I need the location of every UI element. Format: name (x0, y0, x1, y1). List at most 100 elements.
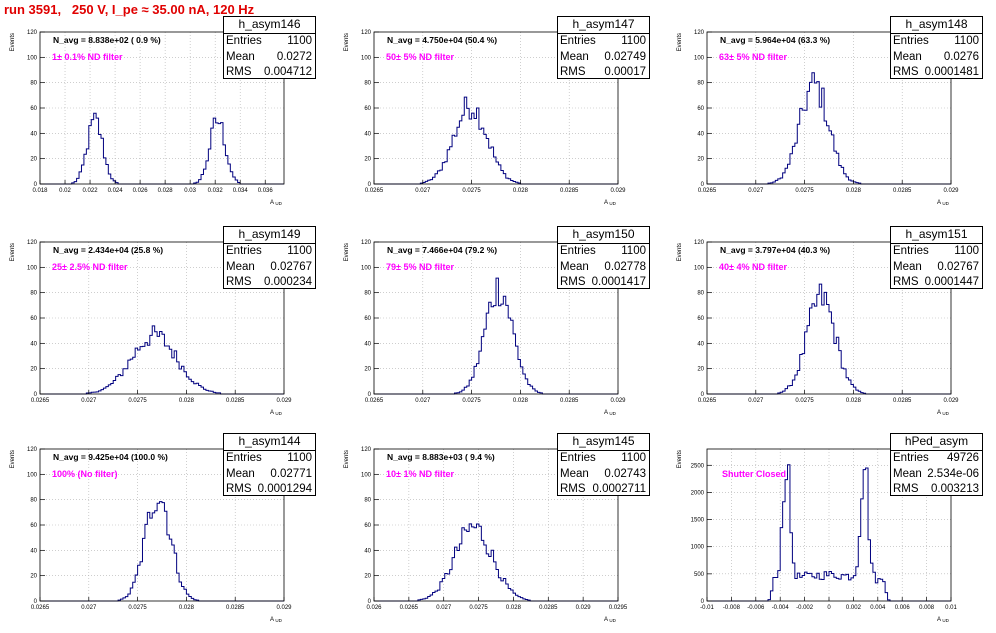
y-tick-label: 80 (364, 498, 371, 504)
x-tick-label: 0.0275 (128, 605, 147, 611)
x-tick-label: 0.029 (943, 188, 959, 194)
filter-annotation: 100% (No filter) (52, 469, 118, 479)
histogram-panel: 0.0265 0.027 0.0275 0.028 0.0285 0.029 0 20 40 60… (667, 226, 995, 426)
x-tick-label: 0.0265 (365, 398, 384, 404)
stat-rms-label: RMS (560, 483, 586, 495)
y-tick-label: 120 (27, 447, 38, 453)
histogram-plot: 0.018 0.02 0.022 0.024 0.026 0.028 0.03 0.032 0.… (10, 30, 285, 206)
stats-box: hPed_asym Entries 49726 Mean 2.534e-06 RMS 0.0… (890, 433, 983, 496)
x-tick-label: 0.029 (610, 398, 626, 404)
y-tick-label: 20 (364, 157, 371, 163)
x-tick-label: 0.02 (59, 188, 71, 194)
y-tick-label: 100 (361, 472, 372, 478)
x-tick-label: 0.0275 (795, 398, 814, 404)
stat-entries-label: Entries (560, 245, 596, 257)
y-tick-label: 1000 (691, 545, 705, 551)
y-tick-label: 100 (361, 55, 372, 61)
x-tick-label: 0.0285 (226, 398, 245, 404)
x-tick-label: 0.002 (846, 605, 862, 611)
x-tick-label: 0.0275 (462, 188, 481, 194)
x-tick-label: 0.027 (748, 188, 764, 194)
histogram-series (40, 325, 284, 395)
x-tick-label: 0.006 (895, 605, 911, 611)
stat-rms-value: 0.0002711 (592, 483, 646, 495)
histogram-panel: 0.0265 0.027 0.0275 0.028 0.0285 0.029 0 20 40 60… (334, 226, 662, 426)
filter-annotation: 10± 1% ND filter (386, 469, 454, 479)
stat-entries-value: 1100 (287, 35, 312, 47)
x-tick-label: 0.029 (276, 605, 292, 611)
y-tick-label: 40 (697, 341, 704, 347)
stat-entries-label: Entries (893, 245, 929, 257)
histogram-panel: 0.018 0.02 0.022 0.024 0.026 0.028 0.03 0.032 0.… (0, 16, 328, 216)
stat-mean-label: Mean (893, 467, 922, 480)
x-tick-label: 0.029 (610, 188, 626, 194)
x-tick-label: -0.01 (700, 605, 714, 611)
x-tick-label: 0.008 (919, 605, 935, 611)
x-tick-label: -0.008 (723, 605, 741, 611)
y-tick-label: 20 (697, 157, 704, 163)
stat-entries-label: Entries (893, 35, 929, 47)
y-axis-title: Events (10, 33, 16, 51)
stat-entries-value: 1100 (954, 35, 979, 47)
y-axis-title: Events (677, 450, 683, 468)
stat-mean-value: 0.0276 (943, 50, 979, 63)
x-axis-subscript: UD (275, 411, 282, 416)
stat-rms-value: 0.004712 (264, 66, 312, 78)
y-tick-label: 40 (30, 548, 37, 554)
y-tick-label: 40 (364, 131, 371, 137)
stat-rms-label: RMS (893, 276, 919, 288)
x-tick-label: 0.027 (81, 605, 97, 611)
x-axis-subscript: UD (942, 618, 949, 623)
stats-box: h_asym150 Entries 1100 Mean 0.02778 RMS 0.0001… (557, 226, 650, 289)
histogram-panel: 0.0265 0.027 0.0275 0.028 0.0285 0.029 0 20 40 60… (667, 16, 995, 216)
filter-annotation: 50± 5% ND filter (386, 52, 454, 62)
stat-rms-row: RMS 0.004712 (224, 65, 315, 81)
n-avg-label: N_avg = 7.466e+04 (79.2 %) (387, 245, 498, 255)
y-tick-label: 20 (30, 157, 37, 163)
stat-entries-label: Entries (226, 452, 262, 464)
stat-mean-row: Mean 0.02767 (224, 260, 315, 276)
y-tick-label: 40 (30, 341, 37, 347)
stat-entries-label: Entries (226, 245, 262, 257)
histogram-series (374, 277, 618, 395)
histogram-plot: 0.026 0.0265 0.027 0.0275 0.028 0.0285 0.029 0.… (344, 447, 628, 623)
x-tick-label: -0.006 (747, 605, 765, 611)
stats-box: h_asym151 Entries 1100 Mean 0.02767 RMS 0.0001… (890, 226, 983, 289)
y-tick-label: 100 (694, 265, 705, 271)
stat-mean-value: 0.02778 (604, 260, 646, 273)
x-tick-label: 0.03 (184, 188, 196, 194)
y-tick-label: 0 (34, 182, 38, 188)
histogram-name: h_asym148 (891, 17, 982, 34)
y-tick-label: 0 (701, 599, 705, 605)
stat-entries-label: Entries (560, 452, 596, 464)
filter-annotation: 63± 5% ND filter (719, 52, 787, 62)
n-avg-label: N_avg = 3.797e+04 (40.3 %) (720, 245, 831, 255)
stats-box: h_asym148 Entries 1100 Mean 0.0276 RMS 0.00014… (890, 16, 983, 79)
stat-entries-value: 1100 (954, 245, 979, 257)
y-tick-label: 2500 (691, 463, 705, 469)
y-tick-label: 40 (364, 341, 371, 347)
x-tick-label: 0.0295 (609, 605, 628, 611)
stat-entries-value: 1100 (287, 452, 312, 464)
x-tick-label: 0.0285 (539, 605, 558, 611)
x-tick-label: 0.028 (513, 398, 529, 404)
histogram-plot: -0.01 -0.008 -0.006 -0.004 -0.002 0 0.002 0.004… (677, 448, 957, 623)
stat-entries-row: Entries 1100 (558, 451, 649, 467)
stat-rms-label: RMS (893, 66, 919, 78)
x-axis-title: A UD (270, 617, 283, 623)
x-axis-subscript: UD (942, 411, 949, 416)
y-tick-label: 60 (30, 316, 37, 322)
n-avg-label: N_avg = 8.883e+03 ( 9.4 %) (387, 452, 495, 462)
stat-rms-row: RMS 0.000234 (224, 275, 315, 291)
filter-annotation: 25± 2.5% ND filter (52, 262, 128, 272)
stat-mean-value: 0.02749 (604, 50, 646, 63)
stat-rms-value: 0.0001481 (924, 66, 979, 78)
stat-mean-row: Mean 0.02771 (224, 467, 315, 483)
x-tick-label: 0.034 (233, 188, 249, 194)
y-axis-title: Events (10, 450, 16, 468)
histogram-series (707, 283, 951, 395)
stat-entries-row: Entries 1100 (224, 34, 315, 50)
stat-mean-value: 0.0272 (276, 50, 312, 63)
stat-rms-value: 0.0001294 (257, 483, 312, 495)
x-axis-subscript: UD (609, 201, 616, 206)
